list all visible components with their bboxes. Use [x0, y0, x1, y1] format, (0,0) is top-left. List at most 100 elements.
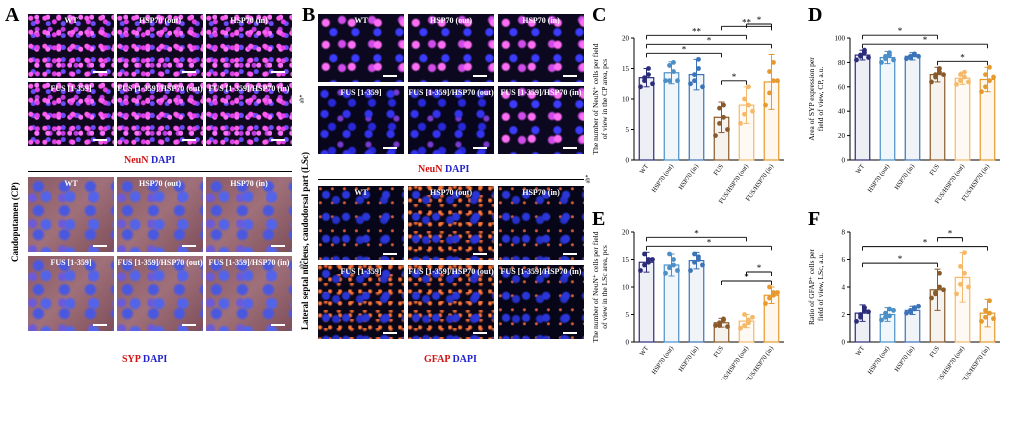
x-tick-label: FUS — [929, 345, 942, 359]
data-point — [646, 72, 651, 77]
data-point — [958, 78, 963, 84]
y-tick-label: 10 — [622, 96, 630, 104]
data-point — [983, 314, 988, 320]
data-point — [879, 60, 884, 65]
data-point — [937, 270, 942, 276]
data-point — [883, 314, 888, 320]
x-tick-label: HSP70 (in) — [678, 345, 701, 373]
micrograph-lsc-neun-hsp-in: HSP70 (in) — [498, 14, 584, 82]
y-tick-label: 15 — [622, 65, 630, 73]
data-point — [767, 90, 772, 96]
data-point — [887, 313, 892, 319]
micrograph-neun-fus: FUS [1-359] — [28, 82, 114, 146]
data-point — [912, 51, 917, 57]
y-tick-label: 4 — [842, 284, 846, 292]
micrograph-neun-hsp-out: HSP70 (out) — [117, 14, 203, 78]
data-point — [929, 79, 934, 85]
data-point — [983, 84, 988, 90]
micrograph-syp-hsp-out: HSP70 (out) — [117, 177, 203, 252]
panel-letter-b: B — [302, 4, 316, 26]
data-point — [692, 72, 697, 77]
data-point — [713, 323, 718, 328]
data-point — [767, 69, 772, 74]
y-tick-label: 20 — [838, 132, 846, 140]
y-tick-label: 0 — [626, 157, 630, 165]
significance-star: * — [757, 263, 762, 273]
y-tick-label: 60 — [838, 83, 846, 91]
data-point — [721, 102, 726, 108]
micrograph-lsc-neun-hsp-out: HSP70 (out) — [408, 14, 494, 82]
y-tick-label: 2 — [842, 311, 846, 319]
data-point — [987, 298, 992, 304]
x-tick-label: FUS/HSP70 (in) — [745, 163, 775, 202]
data-point — [987, 310, 992, 316]
y-tick-label: 8 — [842, 229, 846, 237]
data-point — [717, 323, 722, 328]
data-point — [646, 259, 651, 265]
micrograph-syp-wt: WT — [28, 177, 114, 252]
y-tick-label: 80 — [838, 59, 846, 67]
data-point — [700, 262, 705, 268]
data-point — [858, 314, 863, 320]
data-point — [713, 133, 718, 138]
data-point — [671, 69, 676, 74]
data-point — [767, 284, 772, 290]
significance-star: * — [682, 44, 687, 54]
data-point — [987, 64, 992, 70]
data-point — [933, 291, 938, 297]
x-tick-label: WT — [639, 163, 651, 175]
data-point — [954, 81, 959, 87]
legend-neun-dapi-b: NeuN DAPI — [418, 164, 470, 175]
x-tick-label: WT — [855, 345, 867, 357]
data-point — [750, 108, 755, 114]
bar — [663, 264, 680, 343]
data-point — [966, 284, 971, 290]
data-point — [696, 56, 701, 62]
significance-star: ** — [742, 17, 752, 27]
x-tick-label: FUS — [713, 163, 726, 177]
bar — [663, 72, 680, 161]
data-point — [667, 78, 672, 84]
data-point — [763, 102, 768, 108]
data-point — [962, 69, 967, 75]
chart-d: Area of SYP expression perfield of view,… — [807, 26, 1000, 204]
x-tick-label: HSP70 (out) — [867, 345, 891, 376]
data-point — [883, 310, 888, 316]
significance-star: * — [898, 254, 903, 264]
x-tick-label: HSP70 (in) — [894, 163, 917, 191]
data-point — [937, 284, 942, 290]
data-point — [854, 57, 859, 63]
data-point — [742, 312, 747, 317]
micrograph-lsc-neun-fus-hsp-out: FUS [1-359]/HSP70 (out) — [408, 86, 494, 154]
y-tick-label: 40 — [838, 108, 846, 116]
data-point — [646, 66, 651, 71]
chart-c: The number of NeuN⁺ cells per fieldof vi… — [591, 15, 784, 204]
data-point — [650, 81, 655, 87]
data-point — [908, 55, 913, 60]
y-tick-label: 15 — [622, 256, 630, 264]
data-point — [700, 84, 705, 90]
region-label-lsc: Lateral septal nucleus, caudodorsal part… — [300, 151, 310, 330]
data-point — [991, 316, 996, 322]
micrograph-lsc-neun-fus: FUS [1-359] — [318, 86, 404, 154]
micrograph-syp-fus-hsp-in: FUS [1-359]/HSP70 (in) — [206, 256, 292, 331]
data-point — [954, 291, 959, 297]
micrograph-gfap-wt: WT — [318, 186, 404, 260]
data-point — [721, 114, 726, 120]
panel-letter-f: F — [808, 208, 821, 230]
bar — [904, 55, 921, 161]
bar — [854, 54, 871, 161]
x-tick-label: WT — [639, 345, 651, 357]
data-point — [642, 251, 647, 257]
data-point — [862, 305, 867, 311]
data-point — [908, 309, 913, 315]
data-point — [746, 102, 751, 108]
data-point — [692, 78, 697, 84]
chart-f: Ratio of GFAP⁺ cells perfield of view, L… — [807, 229, 1000, 380]
data-point — [742, 323, 747, 328]
data-point — [638, 268, 643, 273]
data-point — [937, 66, 942, 71]
data-point — [725, 127, 730, 132]
significance-star: * — [960, 52, 965, 62]
y-tick-label: 0 — [626, 339, 630, 347]
